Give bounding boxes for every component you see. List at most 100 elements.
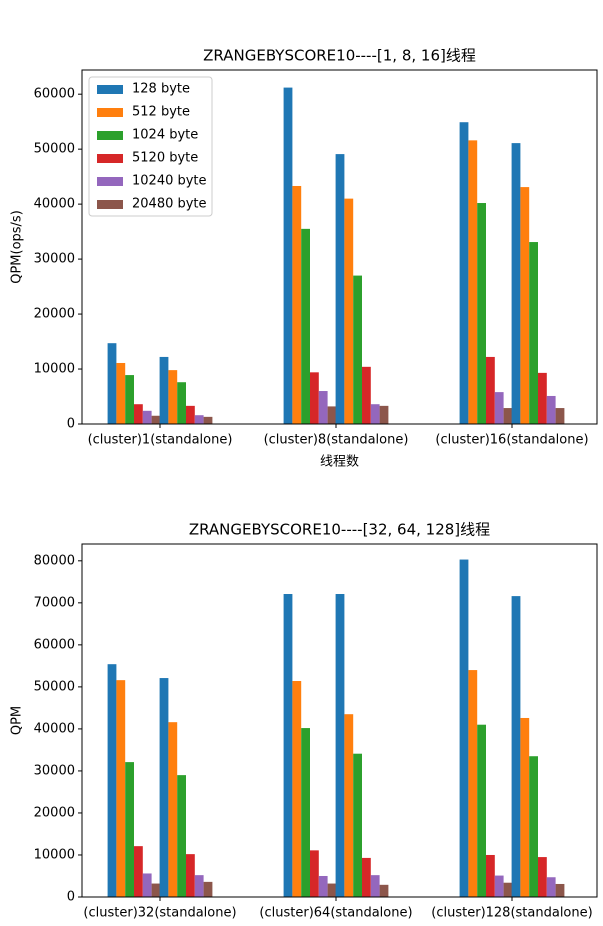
y-tick-label: 30000 <box>34 763 75 778</box>
y-tick-label: 60000 <box>34 637 75 652</box>
bar <box>459 559 469 897</box>
bar <box>151 415 161 424</box>
bar <box>468 140 478 425</box>
bar <box>168 370 178 424</box>
legend-swatch <box>97 131 123 140</box>
legend-label: 512 byte <box>132 105 190 120</box>
bar <box>142 873 152 897</box>
bar <box>459 122 469 425</box>
bar <box>529 756 538 897</box>
legend-box <box>88 76 213 217</box>
bar <box>379 405 389 424</box>
bar <box>107 664 117 897</box>
bar <box>194 875 204 897</box>
y-tick-label: 20000 <box>34 805 75 820</box>
bar <box>511 596 521 897</box>
y-tick-label: 40000 <box>34 197 75 212</box>
bar <box>292 680 302 897</box>
bar <box>468 670 478 897</box>
bar <box>538 372 547 424</box>
legend-swatch <box>97 177 123 186</box>
bar <box>335 594 345 897</box>
bar <box>344 198 354 424</box>
bar <box>353 275 362 424</box>
legend-swatch <box>97 154 123 163</box>
bar <box>362 366 371 424</box>
x-axis-label: 线程数 <box>320 455 359 470</box>
bar <box>142 410 152 424</box>
axes-frame <box>81 69 598 425</box>
y-tick-label: 10000 <box>34 362 75 377</box>
bar <box>494 875 504 897</box>
bar <box>511 143 521 424</box>
bar <box>292 185 302 424</box>
bar <box>194 415 204 424</box>
bar <box>159 356 169 424</box>
bar <box>203 881 213 897</box>
bar <box>353 753 362 897</box>
y-tick-label: 10000 <box>34 847 75 862</box>
bar <box>186 854 195 897</box>
y-tick-label: 80000 <box>34 553 75 568</box>
bar <box>107 343 117 424</box>
y-tick-label: 50000 <box>34 679 75 694</box>
bar <box>486 854 495 897</box>
chart-title: ZRANGEBYSCORE10----[32, 64, 128]线程 <box>189 521 490 539</box>
legend-label: 1024 byte <box>132 128 198 143</box>
y-axis-label: QPM(ops/s) <box>10 210 25 284</box>
bar <box>379 884 389 897</box>
legend-label: 128 byte <box>132 82 190 97</box>
bar <box>301 228 310 424</box>
bar <box>177 775 186 897</box>
bar <box>503 882 513 897</box>
bar <box>134 846 143 897</box>
bar <box>125 375 134 424</box>
bar <box>159 678 169 897</box>
axes-frame <box>81 543 598 898</box>
y-axis-label: QPM <box>10 706 25 735</box>
y-tick-label: 60000 <box>34 87 75 102</box>
bar <box>125 762 134 897</box>
bar <box>503 408 513 424</box>
bar <box>546 877 556 897</box>
bar <box>486 356 495 424</box>
bar <box>283 594 293 897</box>
bar <box>327 883 337 897</box>
bar <box>318 391 328 424</box>
bar <box>546 395 556 424</box>
x-tick-label: (cluster)1(standalone) <box>88 433 233 448</box>
y-tick-label: 0 <box>67 417 75 432</box>
x-tick-label: (cluster)16(standalone) <box>435 433 588 448</box>
legend-label: 5120 byte <box>132 151 198 166</box>
x-tick-label: (cluster)64(standalone) <box>259 906 412 921</box>
bar <box>310 372 319 424</box>
bar <box>538 857 547 897</box>
bar <box>301 728 310 897</box>
bar <box>186 405 195 424</box>
legend-swatch <box>97 200 123 209</box>
bar <box>477 724 486 897</box>
legend-label: 20480 byte <box>132 197 207 212</box>
bar <box>177 382 186 424</box>
bar <box>494 392 504 424</box>
bar <box>370 875 380 897</box>
bar <box>310 850 319 897</box>
x-tick-label: (cluster)32(standalone) <box>83 906 236 921</box>
bar <box>344 714 354 897</box>
y-tick-label: 70000 <box>34 595 75 610</box>
bar <box>477 203 486 424</box>
bar <box>203 416 213 424</box>
legend-swatch <box>97 85 123 94</box>
legend-swatch <box>97 108 123 117</box>
bar <box>520 717 530 897</box>
bar <box>370 404 380 424</box>
bar <box>520 187 530 424</box>
y-tick-label: 30000 <box>34 252 75 267</box>
bar <box>555 883 565 897</box>
y-tick-label: 20000 <box>34 307 75 322</box>
chart-title: ZRANGEBYSCORE10----[1, 8, 16]线程 <box>203 47 476 65</box>
bar <box>555 408 565 424</box>
bar <box>529 242 538 424</box>
